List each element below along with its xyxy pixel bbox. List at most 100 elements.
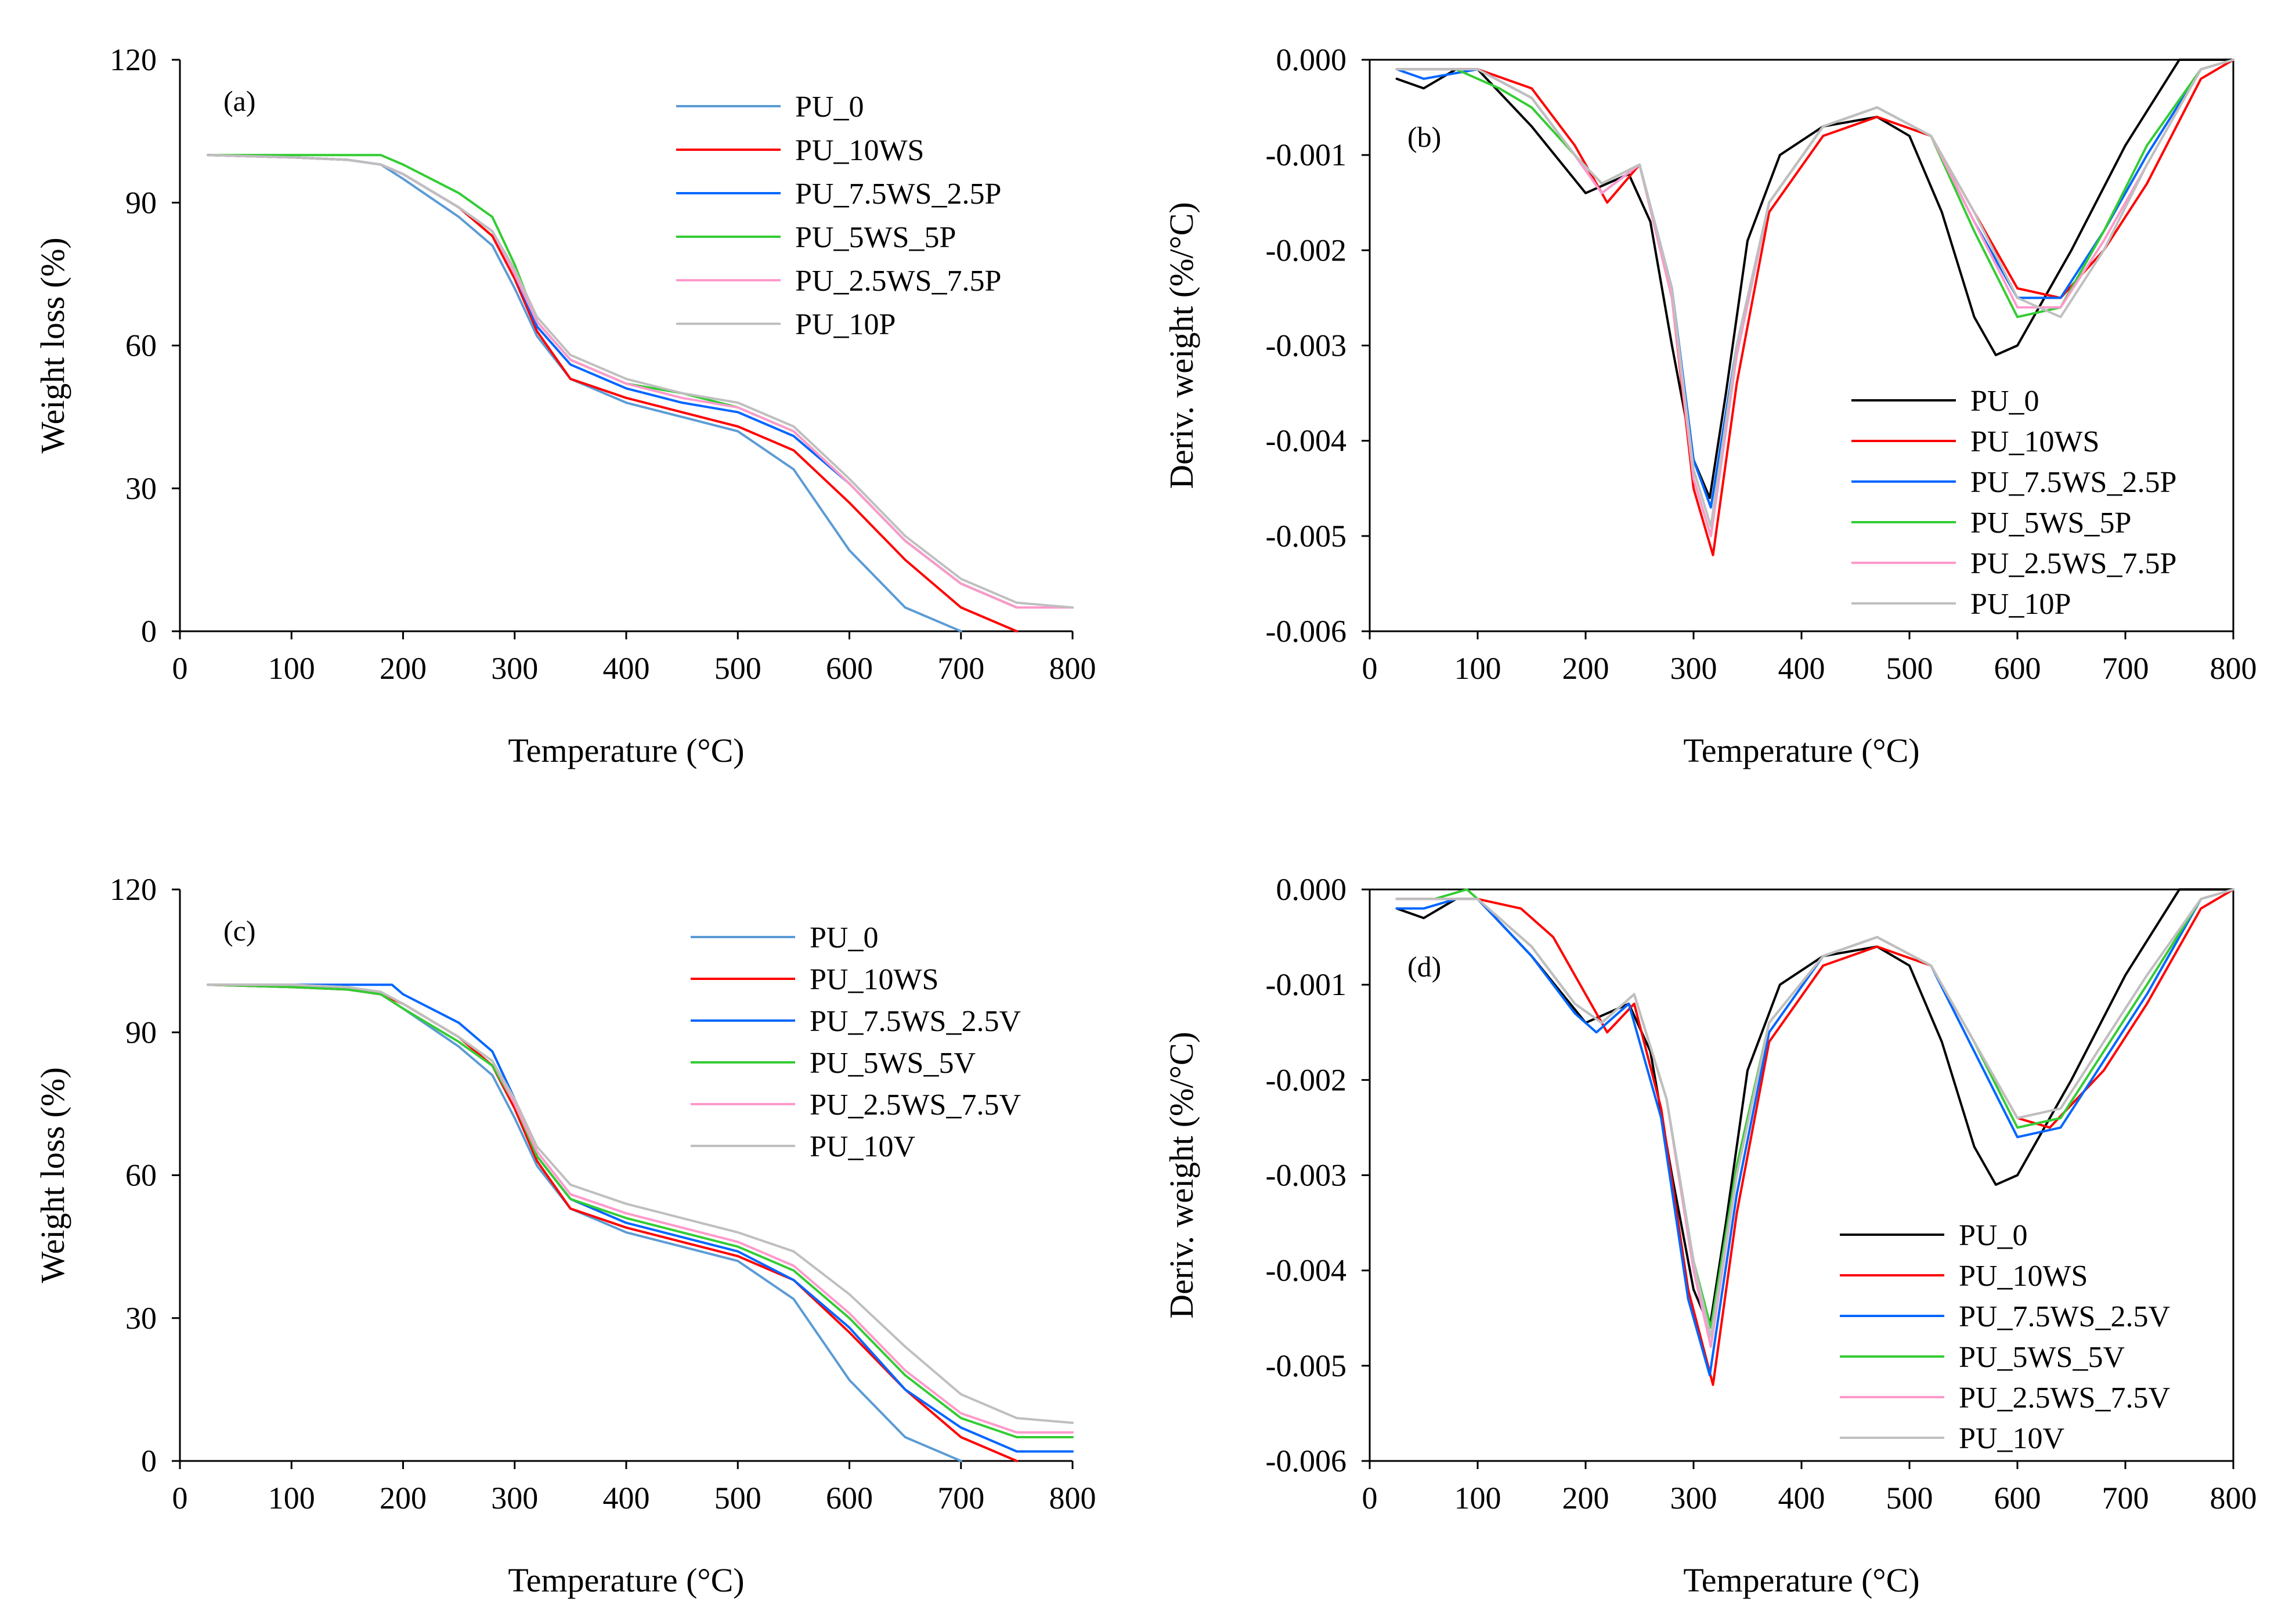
x-tick-label: 800 [2210,1481,2257,1516]
x-tick-label: 700 [2102,651,2149,686]
series-line-5 [207,983,1074,1424]
legend-entry: PU_7.5WS_2.5V [810,1005,1021,1038]
y-axis-title: Deriv. weight (%/°C) [1163,202,1200,489]
legend-entry: PU_10V [1959,1422,2064,1455]
y-tick-label: 0.000 [1276,42,1347,77]
y-tick-label: 0.000 [1276,872,1347,907]
legend-entry: PU_10V [810,1130,915,1163]
y-tick-label: 30 [125,471,157,506]
legend-entry: PU_7.5WS_2.5V [1959,1300,2170,1333]
y-axis-title: Weight loss (%) [34,1067,71,1283]
series-line-2 [1395,59,2234,509]
x-tick-label: 0 [172,1481,188,1516]
legend-entry: PU_2.5WS_7.5V [1959,1381,2170,1415]
x-tick-label: 100 [268,651,315,686]
y-tick-label: -0.004 [1266,424,1346,458]
legend-entry: PU_7.5WS_2.5P [1970,466,2176,499]
x-tick-label: 700 [937,1481,984,1516]
legend-entry: PU_5WS_5P [795,221,956,254]
y-tick-label: -0.003 [1266,1158,1346,1193]
x-tick-label: 700 [2102,1481,2149,1516]
y-tick-label: 60 [125,328,157,363]
x-tick-label: 500 [1886,651,1933,686]
legend: PU_0 PU_10WS PU_7.5WS_2.5V PU_5WS_5V PU_2.5W… [691,921,1021,1163]
legend-entry: PU_10P [1970,588,2071,621]
y-tick-label: -0.001 [1266,967,1346,1002]
series-line-0 [1395,59,2234,500]
x-tick-label: 800 [1049,1481,1096,1516]
x-tick-label: 400 [603,1481,650,1516]
chart-panel-3: 0 100 200 300 400 500 600 700 800 0.000 -0.001 -0.0… [1163,872,2257,1599]
y-tick-label: 0 [141,614,157,649]
y-tick-label: 90 [125,185,157,220]
x-tick-label: 500 [1886,1481,1933,1516]
y-tick-label: 120 [110,872,157,907]
x-tick-label: 800 [2210,651,2257,686]
legend-entry: PU_10WS [1970,425,2099,458]
chart-panel-0: 0 100 200 300 400 500 600 700 800 0 30 60 90 120 Tempe… [34,42,1096,769]
series-line-3 [1395,888,2234,1329]
legend-entry: PU_10WS [795,134,924,167]
legend-entry: PU_0 [795,91,864,124]
x-tick-label: 400 [1778,1481,1825,1516]
legend: PU_0 PU_10WS PU_7.5WS_2.5V PU_5WS_5V PU_2.5W… [1840,1219,2170,1455]
y-tick-label: 30 [125,1301,157,1336]
x-tick-label: 0 [172,651,188,686]
legend-entry: PU_2.5WS_7.5V [810,1088,1021,1122]
x-axis-title: Temperature (°C) [508,732,744,769]
chart-panel-2: 0 100 200 300 400 500 600 700 800 0 30 60 90 120 Tempe… [34,872,1096,1599]
y-tick-label: -0.002 [1266,1062,1346,1097]
y-tick-label: -0.001 [1266,138,1346,172]
x-tick-label: 700 [937,651,984,686]
y-tick-label: -0.004 [1266,1253,1346,1288]
legend-entry: PU_5WS_5V [810,1047,976,1080]
legend-entry: PU_10P [795,308,896,341]
series-line-3 [207,983,1074,1438]
legend-entry: PU_2.5WS_7.5P [1970,547,2176,580]
x-tick-label: 100 [268,1481,315,1516]
x-tick-label: 200 [380,651,427,686]
plot-frame [1369,59,2234,632]
x-tick-label: 200 [1562,651,1609,686]
y-tick-label: -0.002 [1266,233,1346,267]
x-tick-label: 600 [826,651,873,686]
x-tick-label: 200 [1562,1481,1609,1516]
x-tick-label: 0 [1362,651,1378,686]
x-tick-label: 300 [491,1481,538,1516]
x-axis-title: Temperature (°C) [1683,1561,1919,1599]
legend-entry: PU_5WS_5P [1970,507,2131,540]
panel-label: (c) [223,914,256,947]
y-axis-title: Weight loss (%) [34,237,71,453]
x-tick-label: 600 [1994,1481,2041,1516]
y-tick-label: 120 [110,42,157,77]
plot-frame [180,60,1073,631]
series-line-4 [1395,888,2234,1348]
x-tick-label: 600 [1994,651,2041,686]
y-tick-label: -0.006 [1266,614,1346,649]
x-tick-label: 800 [1049,651,1096,686]
series-line-5 [1395,59,2234,528]
legend-entry: PU_2.5WS_7.5P [795,265,1001,298]
legend-entry: PU_10WS [1959,1260,2088,1293]
x-axis-title: Temperature (°C) [1683,732,1919,769]
legend-entry: PU_5WS_5V [1959,1341,2125,1374]
chart-panel-1: 0 100 200 300 400 500 600 700 800 0.000 -0.001 -0.0… [1163,42,2257,769]
x-tick-label: 400 [603,651,650,686]
panel-label: (a) [223,85,256,117]
x-tick-label: 400 [1778,651,1825,686]
legend: PU_0 PU_10WS PU_7.5WS_2.5P PU_5WS_5P PU_2.5W… [1851,385,2176,621]
x-tick-label: 300 [1670,1481,1717,1516]
y-tick-label: -0.005 [1266,1348,1346,1383]
x-tick-label: 500 [714,651,761,686]
panel-label: (d) [1407,950,1441,983]
series-line-5 [207,154,1074,609]
y-tick-label: -0.003 [1266,328,1346,363]
y-tick-label: 90 [125,1015,157,1050]
x-axis-title: Temperature (°C) [508,1561,744,1599]
x-tick-label: 300 [491,651,538,686]
series-line-2 [1395,888,2234,1377]
y-tick-label: 60 [125,1158,157,1193]
legend-entry: PU_0 [1970,385,2039,418]
y-tick-label: -0.005 [1266,519,1346,554]
x-tick-label: 600 [826,1481,873,1516]
